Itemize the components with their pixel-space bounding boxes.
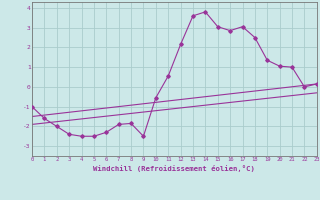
X-axis label: Windchill (Refroidissement éolien,°C): Windchill (Refroidissement éolien,°C) bbox=[93, 165, 255, 172]
